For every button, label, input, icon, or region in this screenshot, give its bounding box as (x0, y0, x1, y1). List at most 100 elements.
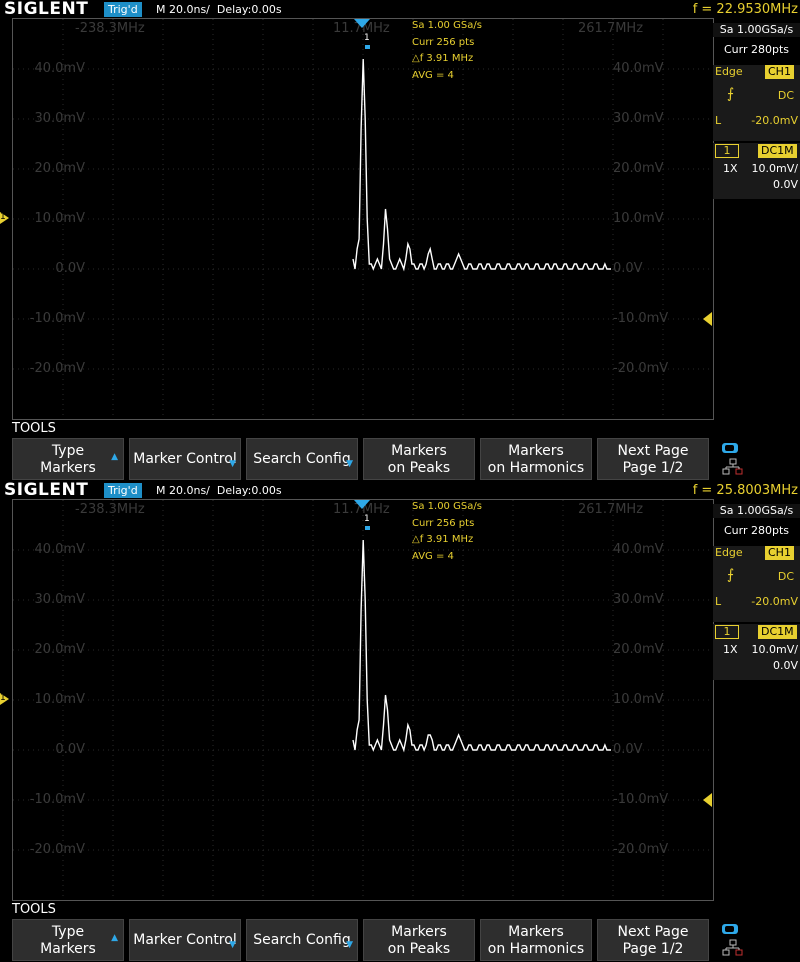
y-label-left: 0.0V (55, 261, 85, 276)
acq-points: Curr 280pts (723, 524, 790, 537)
acq-points: Curr 280pts (723, 43, 790, 56)
softkey-4[interactable]: Markers on Peaks (363, 438, 475, 480)
probe-ratio: 1X (723, 162, 738, 175)
softkey-sublabel: Markers (40, 941, 96, 957)
channel-offset: 0.0V (772, 178, 798, 191)
channel-1-section[interactable]: 1 DC1M 1X 10.0mV/ 0.0V (713, 624, 800, 680)
y-label-right: 0.0V (613, 742, 643, 757)
average-info: AVG = 4 (412, 70, 454, 81)
trigger-type: Edge (715, 546, 743, 559)
usb-network-icon (718, 441, 748, 477)
status-bar: SIGLENT Trig'd M 20.0ns/ Delay:0.00s f =… (0, 0, 800, 19)
softkey-sublabel: on Harmonics (487, 941, 585, 957)
y-label-left: -10.0mV (29, 311, 85, 326)
trigger-section[interactable]: Edge CH1 ⨍ DC L -20.0mV (713, 65, 800, 141)
y-label-left: 30.0mV (34, 111, 85, 126)
rising-edge-icon: ⨍ (727, 567, 735, 583)
y-label-left: 0.0V (55, 742, 85, 757)
channel-offset: 0.0V (772, 659, 798, 672)
marker-1-flag[interactable] (365, 45, 370, 49)
softkey-sublabel: on Peaks (387, 941, 451, 957)
softkey-1[interactable]: Type Markers ▲ (12, 438, 124, 480)
volts-per-div: 10.0mV/ (751, 162, 798, 175)
trigger-coupling: DC (777, 570, 794, 583)
right-info-panel: Sa 1.00GSa/s Curr 280pts Edge CH1 ⨍ DC L… (713, 19, 800, 419)
trigger-position-marker[interactable] (354, 500, 370, 509)
softkey-5[interactable]: Markers on Harmonics (480, 919, 592, 961)
menu-title: TOOLS (12, 902, 56, 917)
spectrum-line (352, 58, 611, 272)
softkey-5[interactable]: Markers on Harmonics (480, 438, 592, 480)
sample-rate-info: Sa 1.00 GSa/s (412, 20, 482, 31)
trigger-level-value: -20.0mV (751, 595, 798, 608)
scope-screen: SIGLENT Trig'd M 20.0ns/ Delay:0.00s f =… (0, 481, 800, 962)
y-label-right: 30.0mV (613, 592, 664, 607)
trigger-status-badge: Trig'd (104, 2, 142, 17)
waveform-area[interactable]: -238.3MHz 11.7MHz 261.7MHz 40.0mV 30.0mV 2… (12, 499, 714, 901)
softkey-label: Search Config (253, 451, 351, 467)
brand-logo: SIGLENT (4, 481, 89, 500)
trigger-level-marker[interactable] (703, 312, 712, 326)
freq-center-label: 11.7MHz (333, 21, 390, 36)
softkey-sublabel: Markers (40, 460, 96, 476)
status-bar: SIGLENT Trig'd M 20.0ns/ Delay:0.00s f =… (0, 481, 800, 500)
softkey-2[interactable]: Marker Control ▼ (129, 438, 241, 480)
frequency-counter: f = 25.8003MHz (692, 483, 798, 498)
y-label-left: 10.0mV (34, 692, 85, 707)
softkey-2[interactable]: Marker Control ▼ (129, 919, 241, 961)
softkey-label: Marker Control (133, 932, 237, 948)
softkey-label: Markers (508, 924, 564, 940)
y-label-right: -20.0mV (613, 361, 669, 376)
probe-ratio: 1X (723, 643, 738, 656)
trigger-level-value: -20.0mV (751, 114, 798, 127)
softkey-sublabel: on Harmonics (487, 460, 585, 476)
y-label-right: -10.0mV (613, 311, 669, 326)
marker-1-label: 1 (364, 33, 370, 43)
cycle-arrow-icon: ▲ (111, 933, 118, 943)
channel-1-ground-marker[interactable]: 1 (0, 693, 9, 705)
softkey-label: Search Config (253, 932, 351, 948)
scope-screen: SIGLENT Trig'd M 20.0ns/ Delay:0.00s f =… (0, 0, 800, 481)
softkey-4[interactable]: Markers on Peaks (363, 919, 475, 961)
timebase-readout[interactable]: M 20.0ns/ Delay:0.00s (156, 3, 282, 16)
y-label-left: -20.0mV (29, 361, 85, 376)
trigger-coupling: DC (777, 89, 794, 102)
y-label-left: -20.0mV (29, 842, 85, 857)
timebase-readout[interactable]: M 20.0ns/ Delay:0.00s (156, 484, 282, 497)
trigger-status-badge: Trig'd (104, 483, 142, 498)
y-label-right: 0.0V (613, 261, 643, 276)
softkey-bar: Type Markers ▲ Marker Control ▼ Search Config… (0, 918, 800, 962)
acq-sample-rate: Sa 1.00GSa/s (713, 23, 800, 37)
menu-title: TOOLS (12, 421, 56, 436)
channel-coupling-badge: DC1M (758, 144, 797, 158)
acq-sample-rate: Sa 1.00GSa/s (713, 504, 800, 518)
channel-1-section[interactable]: 1 DC1M 1X 10.0mV/ 0.0V (713, 143, 800, 199)
y-label-right: 40.0mV (613, 542, 664, 557)
y-label-left: 30.0mV (34, 592, 85, 607)
usb-network-icon (718, 922, 748, 958)
spectrum-line (352, 539, 611, 753)
volts-per-div: 10.0mV/ (751, 643, 798, 656)
waveform-area[interactable]: -238.3MHz 11.7MHz 261.7MHz 40.0mV 30.0mV 2… (12, 18, 714, 420)
softkey-6[interactable]: Next Page Page 1/2 (597, 438, 709, 480)
softkey-label: Type (51, 924, 85, 940)
points-info: Curr 256 pts (412, 518, 475, 529)
y-label-left: 20.0mV (34, 642, 85, 657)
freq-center-label: 11.7MHz (333, 502, 390, 517)
marker-1-flag[interactable] (365, 526, 370, 530)
softkey-6[interactable]: Next Page Page 1/2 (597, 919, 709, 961)
softkey-label: Next Page (617, 924, 689, 940)
channel-1-ground-marker[interactable]: 1 (0, 212, 9, 224)
channel-coupling-badge: DC1M (758, 625, 797, 639)
y-label-right: -20.0mV (613, 842, 669, 857)
trigger-position-marker[interactable] (354, 19, 370, 28)
submenu-arrow-icon: ▼ (346, 459, 353, 469)
trigger-level-marker[interactable] (703, 793, 712, 807)
trigger-source-badge: CH1 (765, 546, 794, 560)
softkey-3[interactable]: Search Config ▼ (246, 438, 358, 480)
softkey-3[interactable]: Search Config ▼ (246, 919, 358, 961)
trigger-source-badge: CH1 (765, 65, 794, 79)
softkey-label: Markers (508, 443, 564, 459)
softkey-1[interactable]: Type Markers ▲ (12, 919, 124, 961)
trigger-section[interactable]: Edge CH1 ⨍ DC L -20.0mV (713, 546, 800, 622)
